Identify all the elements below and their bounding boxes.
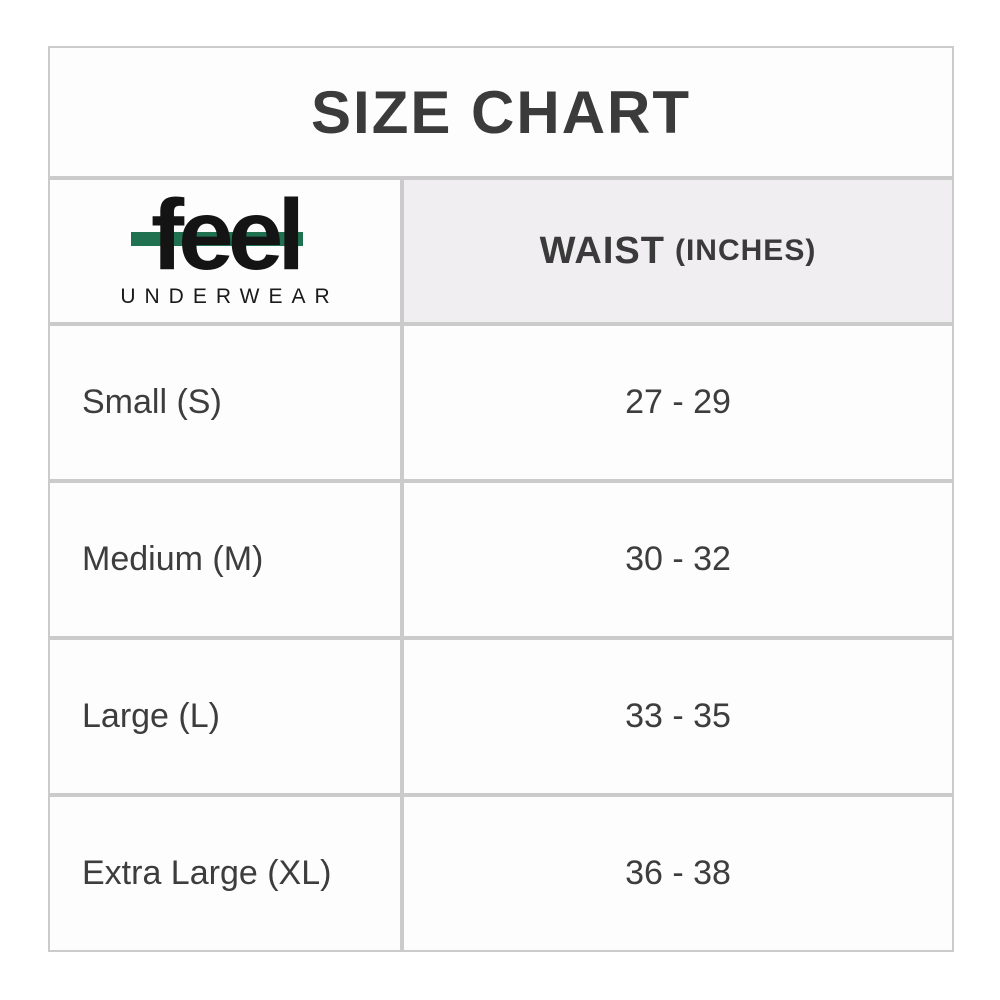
table-row: Extra Large (XL) 36 - 38 [50,797,952,950]
size-cell: Extra Large (XL) [50,797,400,950]
table-row: Large (L) 33 - 35 [50,640,952,793]
size-cell: Small (S) [50,326,400,479]
size-chart-table: SIZE CHART feel UNDERWEAR WAIST (INCHES)… [48,46,954,952]
page-title: SIZE CHART [311,78,691,146]
waist-header-unit: (INCHES) [674,234,817,267]
waist-cell: 27 - 29 [404,326,952,479]
title-row: SIZE CHART [50,48,952,176]
waist-column-header: WAIST (INCHES) [404,180,952,322]
waist-cell: 36 - 38 [404,797,952,950]
brand-logo-text: feel [150,178,305,291]
waist-cell: 33 - 35 [404,640,952,793]
table-row: Medium (M) 30 - 32 [50,483,952,636]
brand-logo-cell: feel UNDERWEAR [50,180,400,322]
size-cell: Medium (M) [50,483,400,636]
brand-logo-subtext: UNDERWEAR [120,284,339,308]
waist-cell: 30 - 32 [404,483,952,636]
waist-header-label: WAIST [539,229,665,272]
size-cell: Large (L) [50,640,400,793]
table-row: Small (S) 27 - 29 [50,326,952,479]
brand-logo: feel [130,185,305,285]
header-row: feel UNDERWEAR WAIST (INCHES) [50,180,952,322]
